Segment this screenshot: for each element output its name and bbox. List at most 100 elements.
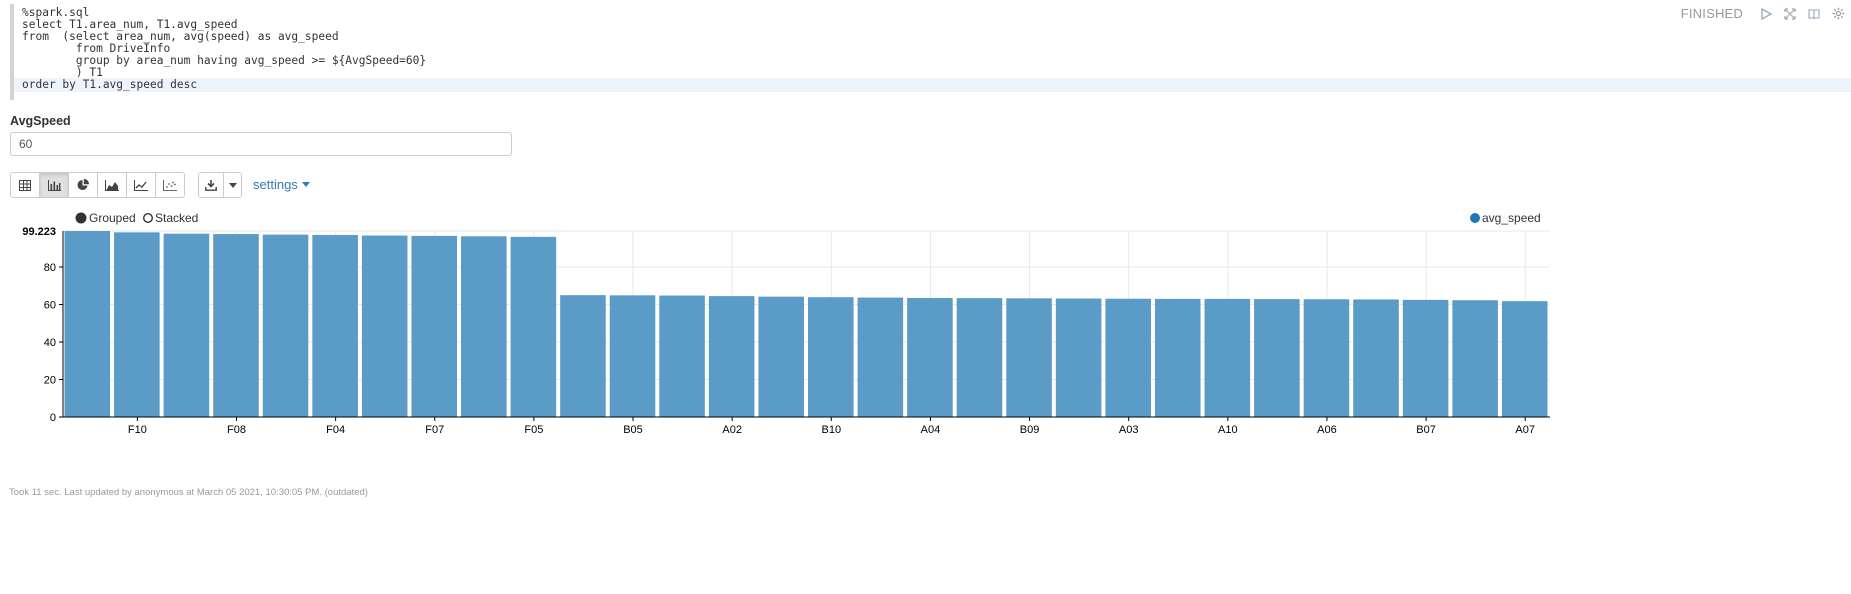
code-line-7[interactable]: order by T1.avg_speed desc: [14, 78, 1851, 92]
status-label: FINISHED: [1680, 6, 1743, 21]
stacked-radio[interactable]: [142, 212, 153, 224]
pie-chart-icon: [77, 179, 89, 190]
bar-B10[interactable]: [808, 297, 854, 417]
x-tick-label: F04: [326, 424, 345, 435]
grouped-option[interactable]: Grouped: [75, 211, 136, 225]
y-tick-label: 20: [44, 375, 56, 387]
code-line-1[interactable]: %spark.sql: [22, 6, 90, 19]
line-chart-icon: [134, 179, 148, 191]
bar-chart-icon: [47, 179, 61, 191]
x-tick-label: B09: [1020, 424, 1040, 435]
bar-B02[interactable]: [560, 295, 606, 417]
bar-B08[interactable]: [1055, 298, 1102, 417]
chart-mode-options: Grouped Stacked: [75, 211, 199, 225]
gear-icon[interactable]: [1831, 7, 1845, 21]
bar-F07[interactable]: [411, 235, 458, 417]
footer-status: Took 11 sec. Last updated by anonymous a…: [9, 487, 368, 498]
x-tick-label: A07: [1515, 424, 1535, 435]
bar-F09[interactable]: [461, 236, 507, 417]
code-line-3[interactable]: from (select area_num, avg(speed) as avg…: [22, 30, 339, 43]
bar-A05[interactable]: [857, 297, 904, 417]
x-tick-label: A10: [1218, 424, 1238, 435]
paragraph-controls: FINISHED: [1681, 6, 1845, 21]
bar-A01[interactable]: [956, 298, 1003, 417]
x-tick-label: F05: [524, 424, 543, 435]
code-line-2[interactable]: select T1.area_num, T1.avg_speed: [22, 18, 238, 31]
x-tick-label: B07: [1416, 424, 1436, 435]
bar-F05[interactable]: [510, 236, 557, 417]
stacked-option[interactable]: Stacked: [142, 211, 199, 225]
bar-B07[interactable]: [1402, 299, 1449, 417]
run-icon[interactable]: [1759, 7, 1773, 21]
bar-B06[interactable]: [1452, 300, 1498, 417]
settings-label: settings: [253, 177, 298, 192]
x-axis: F10 F08 F04 F07 F05 B05 A02 B10 A04 B09 A03 A10 A06 B…: [63, 416, 1550, 435]
bar-B03[interactable]: [758, 296, 804, 417]
bar-A04[interactable]: [907, 297, 953, 417]
grouped-label: Grouped: [89, 211, 136, 225]
y-tick-label: 60: [44, 300, 56, 312]
bar-B05[interactable]: [609, 295, 656, 417]
x-tick-label: F10: [128, 424, 147, 435]
code-line-5[interactable]: group by area_num having avg_speed >= ${…: [22, 54, 427, 67]
x-tick-label: F07: [425, 424, 444, 435]
x-tick-label: F08: [227, 424, 246, 435]
x-tick-label: A04: [921, 424, 941, 435]
avgspeed-label: AvgSpeed: [10, 114, 71, 128]
x-tick-label: A03: [1119, 424, 1139, 435]
caret-down-icon: [228, 182, 237, 188]
bar-A06[interactable]: [1303, 299, 1350, 417]
bar-B09[interactable]: [1006, 298, 1052, 417]
table-view-button[interactable]: [11, 173, 40, 197]
y-tick-label: 40: [44, 337, 56, 349]
bar-A07[interactable]: [1501, 301, 1548, 417]
bar-F04[interactable]: [312, 234, 358, 417]
x-tick-label: A06: [1317, 424, 1337, 435]
x-tick-label: A02: [722, 424, 742, 435]
code-line-4[interactable]: from DriveInfo: [22, 42, 171, 55]
bar-chart-button[interactable]: [40, 173, 69, 197]
bar-A09[interactable]: [1154, 298, 1201, 417]
bar-chart: Grouped Stacked avg_speed 0 20 40 60 80 99.22…: [22, 211, 1550, 435]
bar-F01[interactable]: [262, 234, 309, 417]
line-chart-button[interactable]: [127, 173, 156, 197]
bar-F10[interactable]: [114, 232, 160, 417]
download-button[interactable]: [199, 173, 223, 197]
download-icon: [205, 179, 217, 191]
legend-label: avg_speed: [1482, 211, 1541, 225]
area-chart-button[interactable]: [98, 173, 127, 197]
x-tick-label: B05: [623, 424, 643, 435]
bar-B04[interactable]: [1353, 299, 1399, 417]
y-axis: 0 20 40 60 80 99.223: [22, 226, 64, 424]
bar-A10[interactable]: [1204, 298, 1251, 417]
scatter-chart-button[interactable]: [156, 173, 184, 197]
area-chart-icon: [105, 179, 119, 191]
caret-down-icon: [301, 182, 310, 187]
grouped-radio[interactable]: [75, 212, 87, 224]
code-line-6[interactable]: ) T1: [22, 66, 103, 79]
y-max-label: 99.223: [22, 226, 56, 238]
y-tick-label: 0: [50, 412, 56, 424]
legend-swatch[interactable]: [1470, 213, 1480, 223]
bar-A02[interactable]: [708, 296, 755, 417]
bar-F06[interactable]: [64, 231, 111, 417]
settings-link[interactable]: settings: [253, 177, 310, 192]
bar-A08[interactable]: [1254, 299, 1300, 417]
bar-F08[interactable]: [213, 234, 259, 417]
avgspeed-input[interactable]: [10, 132, 512, 156]
code-editor[interactable]: %spark.sql select T1.area_num, T1.avg_sp…: [10, 4, 1851, 100]
pie-chart-button[interactable]: [69, 173, 98, 197]
bar-F02[interactable]: [361, 235, 408, 417]
bar-F03[interactable]: [163, 233, 210, 417]
table-icon: [19, 179, 31, 191]
expand-icon[interactable]: [1783, 7, 1797, 21]
visualization-switcher: [10, 172, 185, 198]
bar-A03[interactable]: [1105, 298, 1151, 417]
bar-B01[interactable]: [659, 295, 705, 417]
chart-legend: avg_speed: [1470, 211, 1541, 225]
download-group: [198, 172, 242, 198]
book-icon[interactable]: [1807, 7, 1821, 21]
download-dropdown-button[interactable]: [223, 173, 241, 197]
y-tick-label: 80: [44, 262, 56, 274]
stacked-label: Stacked: [155, 211, 198, 225]
